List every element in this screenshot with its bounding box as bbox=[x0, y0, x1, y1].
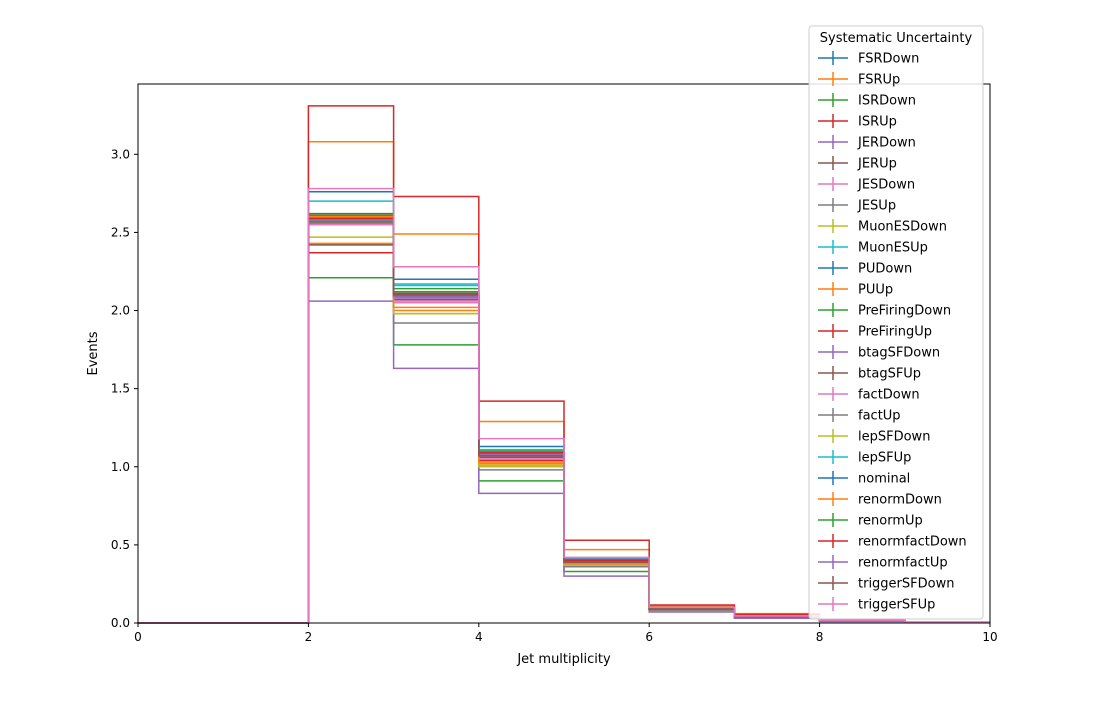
legend-label: JERDown bbox=[857, 136, 916, 151]
legend-label: factDown bbox=[858, 388, 920, 403]
legend-label: btagSFUp bbox=[858, 367, 921, 382]
legend-label: renormfactUp bbox=[858, 556, 948, 571]
legend-item-renormfactUp: renormfactUp bbox=[818, 555, 948, 571]
legend-item-factDown: factDown bbox=[818, 387, 920, 403]
x-tick-label: 2 bbox=[305, 630, 313, 644]
x-tick-label: 10 bbox=[982, 630, 997, 644]
y-tick-label: 2.5 bbox=[111, 225, 130, 239]
legend-label: MuonESDown bbox=[858, 220, 947, 235]
legend-item-PreFiringDown: PreFiringDown bbox=[818, 303, 951, 319]
legend-label: JERUp bbox=[857, 157, 897, 172]
legend-label: renormDown bbox=[858, 493, 942, 508]
x-tick-label: 6 bbox=[645, 630, 653, 644]
legend-items: FSRDown FSRUp ISRDown ISRUp JERDown JERUp JESD… bbox=[818, 51, 967, 613]
legend-item-MuonESDown: MuonESDown bbox=[818, 219, 947, 235]
legend-label: PUDown bbox=[858, 262, 912, 277]
legend-label: renormfactDown bbox=[858, 535, 967, 550]
y-axis-label: Events bbox=[86, 331, 101, 375]
legend-label: lepSFUp bbox=[858, 451, 911, 466]
legend-label: JESDown bbox=[857, 178, 915, 193]
y-tick-label: 1.0 bbox=[111, 460, 130, 474]
y-tick-label: 0.5 bbox=[111, 538, 130, 552]
x-tick-label: 0 bbox=[134, 630, 142, 644]
legend-box bbox=[808, 25, 984, 620]
legend-label: PreFiringDown bbox=[858, 304, 951, 319]
plot-frame bbox=[137, 83, 991, 624]
x-axis-label: Jet multiplicity bbox=[516, 652, 611, 667]
legend-item-JESDown: JESDown bbox=[818, 177, 915, 193]
y-tick-label: 1.5 bbox=[111, 382, 130, 396]
legend-item-MuonESUp: MuonESUp bbox=[818, 240, 928, 256]
legend-item-triggerSFDown: triggerSFDown bbox=[818, 576, 954, 592]
legend-label: PUUp bbox=[858, 283, 893, 298]
legend-item-renormfactDown: renormfactDown bbox=[818, 534, 967, 550]
legend-item-btagSFUp: btagSFUp bbox=[818, 366, 921, 382]
legend-item-PreFiringUp: PreFiringUp bbox=[818, 324, 932, 340]
legend-label: MuonESUp bbox=[858, 241, 928, 256]
x-tick-label: 8 bbox=[816, 630, 824, 644]
y-axis-ticks: 0.0 0.5 1.0 1.5 2.0 2.5 3.0 bbox=[111, 147, 138, 630]
x-tick-label: 4 bbox=[475, 630, 483, 644]
legend-item-ISRDown: ISRDown bbox=[818, 93, 916, 109]
legend-item-nominal: nominal bbox=[818, 471, 910, 487]
x-axis-ticks: 0 2 4 6 8 10 bbox=[134, 623, 998, 644]
legend-title: Systematic Uncertainty bbox=[820, 31, 973, 46]
legend-item-btagSFDown: btagSFDown bbox=[818, 345, 940, 361]
legend-item-FSRUp: FSRUp bbox=[818, 72, 900, 88]
legend-label: nominal bbox=[858, 472, 910, 487]
series-line-triggerSFUp bbox=[138, 187, 990, 624]
legend-item-lepSFUp: lepSFUp bbox=[818, 450, 911, 466]
y-tick-label: 0.0 bbox=[111, 616, 130, 630]
legend-item-JERDown: JERDown bbox=[818, 135, 916, 151]
legend-item-renormUp: renormUp bbox=[818, 513, 923, 529]
legend-label: lepSFDown bbox=[858, 430, 930, 445]
legend-label: ISRDown bbox=[858, 94, 916, 109]
legend-item-JERUp: JERUp bbox=[818, 156, 897, 172]
legend-item-renormDown: renormDown bbox=[818, 492, 942, 508]
legend-item-JESUp: JESUp bbox=[818, 198, 896, 214]
y-tick-label: 2.0 bbox=[111, 304, 130, 318]
legend-item-FSRDown: FSRDown bbox=[818, 51, 919, 67]
legend-item-triggerSFUp: triggerSFUp bbox=[818, 597, 935, 613]
legend-label: JESUp bbox=[857, 199, 896, 214]
legend-label: renormUp bbox=[858, 514, 923, 529]
legend-item-ISRUp: ISRUp bbox=[818, 114, 897, 130]
legend-item-factUp: factUp bbox=[818, 408, 901, 424]
legend-label: FSRUp bbox=[858, 73, 900, 88]
legend-label: ISRUp bbox=[858, 115, 897, 130]
legend-item-lepSFDown: lepSFDown bbox=[818, 429, 930, 445]
y-tick-label: 3.0 bbox=[111, 147, 130, 161]
legend-item-PUDown: PUDown bbox=[818, 261, 912, 277]
legend-label: triggerSFUp bbox=[858, 598, 935, 613]
legend-label: factUp bbox=[858, 409, 901, 424]
legend-label: PreFiringUp bbox=[858, 325, 932, 340]
series-layer bbox=[138, 105, 990, 624]
legend-label: btagSFDown bbox=[858, 346, 940, 361]
legend-label: FSRDown bbox=[858, 52, 919, 67]
legend: Systematic Uncertainty FSRDown FSRUp ISRDo… bbox=[808, 25, 984, 620]
legend-label: triggerSFDown bbox=[858, 577, 954, 592]
legend-item-PUUp: PUUp bbox=[818, 282, 893, 298]
